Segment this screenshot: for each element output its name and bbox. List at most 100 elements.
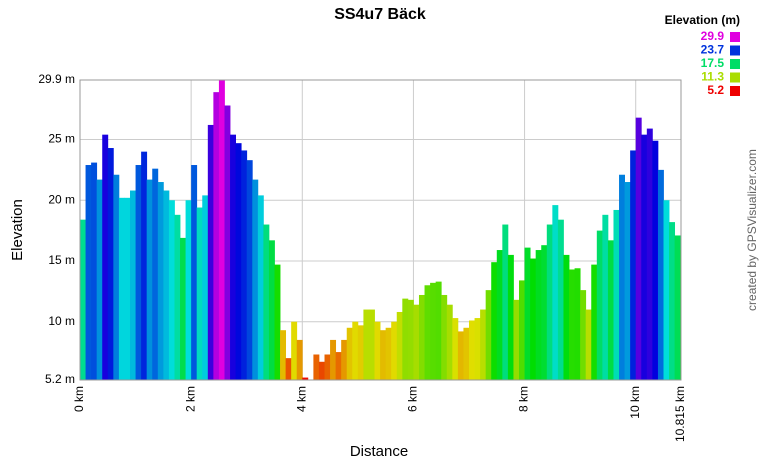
- elevation-bar: [496, 250, 503, 380]
- elevation-bar: [91, 162, 98, 380]
- elevation-bar: [296, 339, 303, 380]
- elevation-bar: [424, 285, 431, 380]
- elevation-bar: [168, 200, 175, 380]
- elevation-bar: [102, 134, 109, 380]
- elevation-bar: [196, 207, 203, 380]
- elevation-bar: [285, 358, 292, 380]
- elevation-bar: [96, 179, 103, 380]
- elevation-bar: [246, 160, 253, 380]
- elevation-bar: [341, 339, 348, 380]
- credit: created by GPSVisualizer.com: [745, 149, 759, 311]
- elevation-bar: [380, 330, 387, 380]
- y-tick-label: 25 m: [48, 132, 75, 146]
- legend-swatch: [730, 32, 740, 42]
- x-axis-label: Distance: [350, 443, 408, 460]
- elevation-bar: [202, 195, 209, 380]
- elevation-bar: [507, 254, 514, 380]
- elevation-bar: [624, 182, 631, 380]
- elevation-bar: [557, 219, 564, 380]
- elevation-bar: [280, 330, 287, 380]
- y-tick-label: 29.9 m: [38, 72, 75, 86]
- x-tick-label: 8 km: [517, 386, 531, 412]
- elevation-bar: [396, 311, 403, 380]
- elevation-bar: [218, 80, 225, 380]
- elevation-bar: [407, 299, 414, 380]
- elevation-bar: [418, 294, 425, 380]
- elevation-bar: [446, 304, 453, 380]
- elevation-bar: [174, 214, 181, 380]
- elevation-bar: [141, 151, 148, 380]
- elevation-bar: [535, 250, 542, 380]
- elevation-bar: [635, 117, 642, 380]
- elevation-bar: [268, 240, 275, 380]
- elevation-bar: [352, 321, 359, 380]
- legend-title: Elevation (m): [665, 13, 740, 27]
- elevation-bar: [191, 165, 198, 380]
- legend-label: 5.2: [707, 83, 724, 97]
- y-tick-label: 10 m: [48, 314, 75, 328]
- elevation-bar: [402, 298, 409, 380]
- elevation-bar: [657, 169, 664, 380]
- elevation-bar: [207, 124, 214, 380]
- legend-label: 17.5: [701, 56, 725, 70]
- x-tick-label: 10 km: [628, 386, 642, 419]
- y-tick-label: 20 m: [48, 192, 75, 206]
- legend-label: 11.3: [701, 70, 724, 84]
- legend-swatch: [730, 86, 740, 96]
- elevation-bar: [574, 268, 581, 380]
- elevation-bar: [502, 224, 509, 380]
- plot-frame: [79, 79, 682, 381]
- elevation-bar: [474, 318, 481, 380]
- elevation-bar: [530, 258, 537, 380]
- elevation-bar: [224, 105, 231, 380]
- elevation-bar: [163, 190, 170, 380]
- legend-label: 23.7: [701, 43, 725, 57]
- elevation-bar: [663, 200, 670, 380]
- elevation-bar: [552, 205, 559, 380]
- elevation-bar: [480, 309, 487, 380]
- legend-swatch: [730, 72, 740, 83]
- elevation-bar: [413, 304, 420, 380]
- elevation-bar: [313, 354, 320, 380]
- elevation-bar: [241, 150, 248, 380]
- x-tick-label: 6 km: [406, 386, 420, 412]
- x-tick-label: 2 km: [183, 386, 197, 412]
- elevation-bar: [363, 309, 370, 380]
- elevation-bar: [585, 309, 592, 380]
- elevation-bar: [85, 165, 92, 380]
- elevation-bar: [596, 230, 603, 380]
- chart-title: SS4u7 Bäck: [334, 6, 426, 23]
- elevation-bar: [430, 282, 437, 380]
- elevation-bar: [441, 294, 448, 380]
- legend-swatch: [730, 45, 740, 56]
- elevation-bar: [457, 331, 464, 380]
- elevation-bar: [80, 219, 86, 380]
- elevation-bar: [135, 165, 142, 380]
- elevation-bar: [546, 224, 553, 380]
- elevation-bar: [524, 247, 531, 380]
- x-tick-label: 4 km: [294, 386, 308, 412]
- elevation-bar: [602, 214, 609, 380]
- legend-label: 29.9: [701, 29, 725, 43]
- elevation-bar: [252, 179, 259, 380]
- elevation-bar: [257, 195, 264, 380]
- elevation-bar: [302, 377, 309, 380]
- elevation-bar: [368, 309, 375, 380]
- x-tick-label: 0 km: [72, 386, 86, 412]
- elevation-bar: [263, 224, 270, 380]
- elevation-bar: [385, 327, 392, 380]
- x-tick-label: 10.815 km: [673, 386, 687, 442]
- elevation-bar: [118, 197, 125, 380]
- elevation-bar: [235, 143, 242, 380]
- elevation-bar: [607, 240, 614, 380]
- elevation-bar: [324, 354, 331, 380]
- elevation-bar: [619, 174, 625, 380]
- elevation-bar: [130, 190, 136, 380]
- elevation-bar: [513, 299, 520, 380]
- elevation-bar: [213, 92, 220, 380]
- y-axis-label: Elevation: [9, 199, 26, 261]
- elevation-bar: [357, 325, 364, 380]
- elevation-bar: [330, 339, 337, 380]
- elevation-bar: [563, 254, 570, 380]
